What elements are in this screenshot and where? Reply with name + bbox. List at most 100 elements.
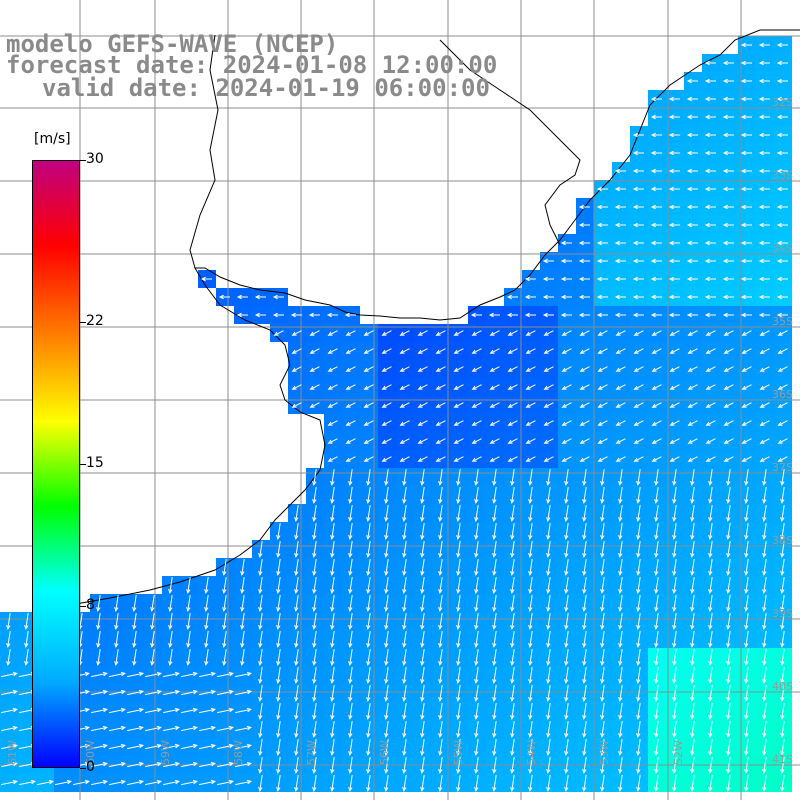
wind-arrow-shaft (673, 595, 677, 611)
wind-arrow-shaft (616, 420, 626, 426)
wind-arrow-head (327, 403, 333, 408)
wind-arrow-head (614, 312, 620, 318)
wind-arrow (708, 559, 713, 577)
wind-arrow (780, 469, 785, 487)
wind-arrow-shaft (745, 487, 749, 503)
wind-arrow-shaft (508, 366, 518, 372)
wind-arrow (528, 505, 533, 523)
wind-arrow (163, 707, 180, 714)
wind-arrow (402, 631, 407, 649)
wind-arrow-shaft (529, 757, 533, 773)
wind-arrow-shaft (127, 690, 143, 696)
wind-arrow (435, 402, 446, 408)
wind-arrow (564, 541, 569, 559)
wind-arrow-head (474, 786, 479, 793)
wind-arrow-shaft (673, 775, 677, 791)
wind-arrow-shaft (670, 384, 680, 390)
wind-arrow-head (272, 312, 278, 318)
wind-arrow (345, 438, 356, 444)
wind-arrow (708, 487, 713, 505)
wind-arrow-shaft (616, 456, 626, 462)
wind-arrow-shaft (493, 667, 497, 683)
wind-arrow-head (330, 750, 335, 757)
wind-arrow (345, 366, 356, 372)
wind-arrow-head (192, 779, 198, 785)
wind-arrow (722, 132, 734, 138)
wind-arrow-head (618, 786, 623, 793)
wind-arrow-shaft (403, 757, 407, 773)
wind-arrow (723, 348, 734, 354)
wind-arrow-head (722, 132, 728, 138)
wind-arrow-head (528, 642, 533, 649)
wind-arrow-shaft (328, 420, 338, 426)
wind-arrow-head (758, 222, 764, 228)
wind-arrow (471, 384, 482, 390)
wind-arrow-shaft (439, 613, 443, 629)
wind-arrow-head (780, 498, 785, 505)
wind-arrow-head (236, 294, 242, 300)
wind-arrow (294, 649, 299, 667)
wind-arrow-shaft (619, 649, 623, 665)
wind-arrow-shaft (457, 685, 461, 701)
wind-arrow-shaft (277, 721, 281, 737)
wind-arrow-head (776, 96, 782, 102)
wind-arrow-shaft (439, 631, 443, 647)
wind-arrow (564, 577, 569, 595)
wind-arrow-head (156, 725, 162, 731)
wind-arrow (708, 775, 713, 793)
wind-arrow (474, 487, 479, 505)
wind-arrow-shaft (331, 739, 335, 755)
wind-arrow (618, 703, 623, 721)
wind-arrow-shaft (511, 577, 515, 593)
wind-arrow (546, 541, 551, 559)
wind-arrow-shaft (544, 456, 554, 462)
wind-arrow (381, 456, 392, 462)
wind-arrow-shaft (163, 726, 179, 732)
wind-arrow-shaft (439, 667, 443, 683)
wind-arrow-head (366, 696, 371, 703)
wind-arrow-head (722, 96, 728, 102)
wind-arrow-shaft (364, 366, 374, 372)
wind-arrow-shaft (436, 402, 446, 408)
wind-arrow-head (402, 588, 407, 595)
wind-arrow-shaft (199, 690, 215, 696)
wind-arrow (582, 739, 587, 757)
lat-label: 37S (772, 461, 793, 474)
wind-arrow-head (312, 642, 317, 649)
wind-arrow (312, 631, 317, 649)
wind-arrow (258, 703, 263, 721)
wind-arrow-shaft (127, 762, 143, 768)
wind-arrow-head (168, 606, 173, 613)
wind-arrow-shaft (619, 577, 623, 593)
wind-arrow-head (740, 222, 746, 228)
wind-arrow (618, 487, 623, 505)
wind-arrow (669, 456, 680, 462)
wind-arrow-head (776, 114, 782, 120)
wind-arrow-head (294, 786, 299, 793)
wind-arrow (258, 613, 263, 631)
wind-arrow-shaft (277, 775, 281, 791)
wind-arrow (330, 577, 335, 595)
wind-arrow-shaft (235, 672, 251, 678)
wind-arrow-shaft (349, 559, 353, 575)
wind-arrow-head (12, 707, 18, 713)
wind-arrow-head (312, 732, 317, 739)
wind-arrow (258, 667, 263, 685)
wind-arrow-shaft (349, 487, 353, 503)
wind-arrow (672, 487, 677, 505)
wind-arrow-shaft (367, 667, 371, 683)
wind-arrow-shaft (529, 613, 533, 629)
wind-arrow (114, 613, 119, 631)
border-outline (439, 39, 581, 246)
wind-arrow (312, 775, 317, 793)
wind-arrow-head (488, 312, 494, 318)
wind-arrow-head (578, 222, 584, 228)
wind-arrow-head (492, 480, 497, 487)
wind-arrow (758, 276, 770, 282)
wind-arrow (704, 258, 716, 264)
wind-arrow (723, 384, 734, 390)
wind-arrow-head (582, 714, 587, 721)
wind-arrow-head (636, 714, 641, 721)
wind-arrow-head (222, 588, 227, 595)
wind-arrow (690, 505, 695, 523)
